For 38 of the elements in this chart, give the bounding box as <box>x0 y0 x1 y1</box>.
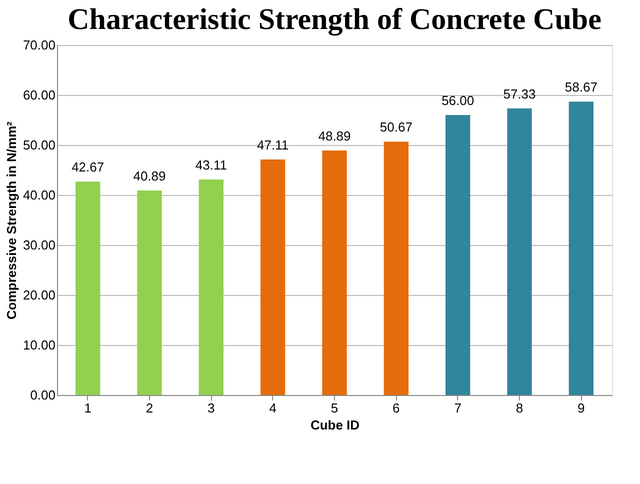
x-tick-label: 6 <box>392 400 400 416</box>
bar <box>76 182 100 395</box>
x-tick-label: 3 <box>208 400 215 416</box>
data-label: 42.67 <box>72 160 104 175</box>
y-tick-label: 0.00 <box>30 388 56 402</box>
bar <box>568 102 594 395</box>
bar <box>507 108 532 395</box>
bar <box>322 150 347 395</box>
y-tick-label: 30.00 <box>22 238 56 252</box>
x-tick-label: 8 <box>516 400 524 416</box>
y-tick-label: 20.00 <box>22 288 56 302</box>
y-tick-label: 70.00 <box>22 38 56 52</box>
data-label: 57.33 <box>503 86 536 102</box>
data-label: 50.67 <box>380 120 412 135</box>
y-tick-label: 50.00 <box>22 138 56 152</box>
x-tick-label: 2 <box>146 400 154 416</box>
y-tick-label: 60.00 <box>22 88 56 102</box>
x-tick-label: 5 <box>330 400 338 416</box>
x-tick-label: 7 <box>454 400 462 416</box>
x-axis-title: Cube ID <box>310 418 360 432</box>
y-axis-title: Compressive Strength in N/mm² <box>4 120 19 320</box>
y-tick-label: 40.00 <box>22 188 56 202</box>
bar <box>137 190 162 395</box>
data-label: 40.89 <box>133 168 166 184</box>
data-label: 47.11 <box>257 137 289 152</box>
y-tick-label: 10.00 <box>22 338 56 352</box>
x-tick-label: 9 <box>578 400 585 416</box>
chart-title: Characteristic Strength of Concrete Cube <box>68 3 602 36</box>
x-tick-label: 1 <box>84 400 92 416</box>
data-label: 43.11 <box>195 157 227 172</box>
data-label: 58.67 <box>564 80 598 95</box>
bar <box>384 142 408 395</box>
data-label: 56.00 <box>442 93 474 108</box>
x-tick-label: 4 <box>269 400 276 416</box>
data-label: 48.89 <box>318 128 351 144</box>
bar <box>446 115 470 395</box>
bar <box>198 179 224 395</box>
bar <box>260 159 286 395</box>
